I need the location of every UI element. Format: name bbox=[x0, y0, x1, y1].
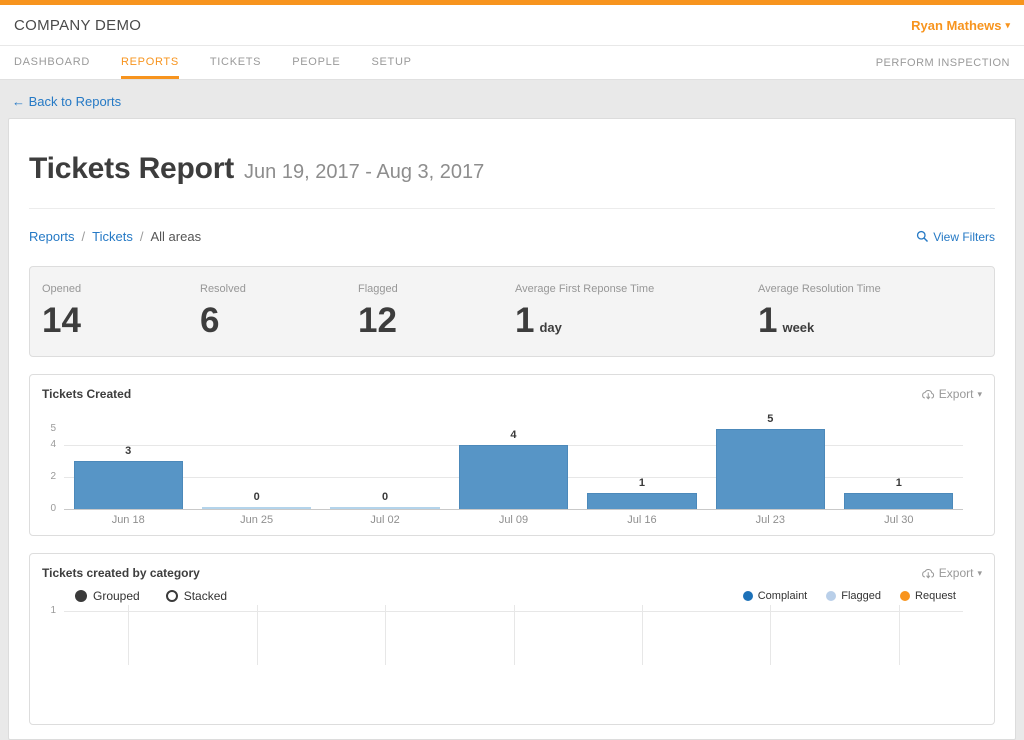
stat-opened: Opened 14 bbox=[42, 283, 82, 340]
tickets-by-category-chart-card: Tickets created by category Export ▾ Gro… bbox=[29, 553, 995, 725]
tab-dashboard[interactable]: DASHBOARD bbox=[14, 56, 90, 68]
radio-grouped[interactable]: Grouped bbox=[75, 589, 140, 603]
chart-title: Tickets Created bbox=[42, 387, 132, 401]
bar bbox=[458, 445, 569, 509]
export-button[interactable]: Export ▾ bbox=[921, 387, 982, 401]
chart-legend: Complaint Flagged Request bbox=[742, 590, 956, 602]
stat-avg-first-response: Average First Reponse Time 1 day bbox=[515, 283, 655, 340]
chevron-down-icon: ▾ bbox=[1005, 19, 1010, 30]
y-axis-label: 4 bbox=[50, 439, 56, 450]
radio-selected-icon bbox=[75, 590, 87, 602]
stats-panel: Opened 14 Resolved 6 Flagged 12 Average … bbox=[29, 266, 995, 357]
stat-value: 14 bbox=[42, 301, 81, 340]
x-gridline bbox=[128, 605, 130, 665]
bar bbox=[587, 493, 697, 509]
x-axis-label: Jul 30 bbox=[884, 514, 914, 526]
bar-value-label: 0 bbox=[382, 491, 389, 503]
legend-marker-icon bbox=[826, 591, 837, 601]
bar bbox=[330, 507, 440, 509]
chart-title: Tickets created by category bbox=[42, 566, 200, 580]
x-axis-label: Jul 16 bbox=[627, 514, 657, 526]
legend-marker-icon bbox=[742, 591, 753, 601]
bar-value-label: 1 bbox=[638, 477, 645, 489]
x-gridline bbox=[641, 605, 643, 665]
y-axis-label: 5 bbox=[50, 423, 56, 434]
bar-value-label: 3 bbox=[125, 445, 132, 457]
bar-value-label: 1 bbox=[895, 477, 902, 489]
main-nav: DASHBOARD REPORTS TICKETS PEOPLE SETUP P… bbox=[0, 46, 1024, 80]
x-axis-label: Jul 23 bbox=[755, 514, 786, 526]
export-button[interactable]: Export ▾ bbox=[921, 566, 982, 580]
tab-people[interactable]: PEOPLE bbox=[292, 56, 341, 68]
tab-reports[interactable]: REPORTS bbox=[120, 46, 179, 79]
page-content: ← Back to Reports Tickets Report Jun 19, … bbox=[0, 80, 1024, 740]
stat-value: 1 bbox=[515, 301, 535, 340]
title-block: Tickets Report Jun 19, 2017 - Aug 3, 2017 bbox=[29, 119, 995, 209]
cloud-download-icon bbox=[921, 568, 934, 579]
top-accent-bar bbox=[0, 0, 1024, 5]
bar-value-label: 4 bbox=[510, 429, 517, 441]
app-header: COMPANY DEMO Ryan Mathews ▾ bbox=[0, 5, 1024, 46]
y-axis-label: 2 bbox=[50, 471, 56, 482]
date-range: Jun 19, 2017 - Aug 3, 2017 bbox=[244, 161, 485, 183]
breadcrumb-reports-link[interactable]: Reports bbox=[29, 229, 75, 244]
bar-value-label: 0 bbox=[253, 491, 260, 503]
y-axis-label: 0 bbox=[50, 503, 56, 514]
view-filters-button[interactable]: View Filters bbox=[916, 230, 995, 244]
stat-value: 1 bbox=[758, 301, 778, 340]
bar bbox=[73, 461, 183, 509]
report-card: Tickets Report Jun 19, 2017 - Aug 3, 2017… bbox=[8, 118, 1016, 740]
back-to-reports-link[interactable]: ← Back to Reports bbox=[12, 94, 122, 109]
radio-unselected-icon bbox=[165, 590, 178, 602]
search-icon bbox=[917, 230, 929, 243]
bar bbox=[202, 507, 312, 509]
stat-flagged: Flagged 12 bbox=[358, 283, 398, 340]
x-gridline bbox=[385, 605, 387, 665]
company-name: COMPANY DEMO bbox=[14, 16, 142, 34]
x-axis-label: Jul 02 bbox=[370, 514, 400, 526]
bar-value-label: 5 bbox=[767, 413, 774, 425]
back-arrow-icon: ← bbox=[12, 94, 25, 109]
radio-stacked[interactable]: Stacked bbox=[165, 589, 227, 603]
bar bbox=[844, 493, 954, 509]
stat-resolved: Resolved 6 bbox=[200, 283, 246, 340]
y-gridline bbox=[64, 611, 963, 612]
breadcrumb: Reports / Tickets / All areas bbox=[29, 229, 202, 244]
chart-controls-row: Grouped Stacked Complaint Flagged Reques… bbox=[30, 589, 994, 603]
breadcrumb-row: Reports / Tickets / All areas View Filters bbox=[29, 209, 995, 244]
x-gridline bbox=[770, 605, 772, 665]
x-gridline bbox=[898, 605, 900, 665]
legend-complaint[interactable]: Complaint bbox=[742, 590, 807, 602]
legend-marker-icon bbox=[900, 591, 911, 601]
x-axis-line bbox=[64, 509, 963, 510]
stat-value: 6 bbox=[200, 301, 220, 340]
x-axis-label: Jun 25 bbox=[240, 514, 274, 526]
tab-setup[interactable]: SETUP bbox=[371, 56, 412, 68]
tickets-by-category-plot: 1 bbox=[30, 605, 994, 665]
mode-radio-group: Grouped Stacked bbox=[75, 589, 227, 603]
user-name: Ryan Mathews bbox=[911, 17, 1002, 33]
breadcrumb-tickets-link[interactable]: Tickets bbox=[92, 229, 133, 244]
legend-request[interactable]: Request bbox=[900, 590, 956, 602]
perform-inspection-button[interactable]: PERFORM INSPECTION bbox=[875, 56, 1010, 69]
tickets-created-plot: 0 2 4 5 3 Jun 18 0 Jun 25 0 Jul 02 4 Jul 09 1 Jul 16 5… bbox=[30, 407, 994, 535]
page-title: Tickets Report bbox=[29, 152, 235, 185]
x-gridline bbox=[256, 605, 258, 665]
x-gridline bbox=[513, 605, 515, 665]
tickets-created-chart-card: Tickets Created Export ▾ 0 2 4 5 3 Jun 18 0 Jun… bbox=[29, 374, 995, 536]
chevron-down-icon: ▾ bbox=[977, 388, 982, 399]
stat-avg-resolution: Average Resolution Time 1 week bbox=[758, 283, 881, 340]
chevron-down-icon: ▾ bbox=[977, 567, 982, 578]
breadcrumb-current: All areas bbox=[150, 229, 202, 244]
x-axis-label: Jul 09 bbox=[498, 514, 529, 526]
y-axis-label: 1 bbox=[50, 605, 56, 616]
stat-value: 12 bbox=[358, 301, 397, 340]
x-axis-label: Jun 18 bbox=[111, 514, 145, 526]
bar bbox=[715, 429, 825, 509]
cloud-download-icon bbox=[921, 389, 934, 400]
legend-flagged[interactable]: Flagged bbox=[826, 590, 881, 602]
user-menu[interactable]: Ryan Mathews ▾ bbox=[911, 18, 1010, 33]
tab-tickets[interactable]: TICKETS bbox=[209, 56, 262, 68]
